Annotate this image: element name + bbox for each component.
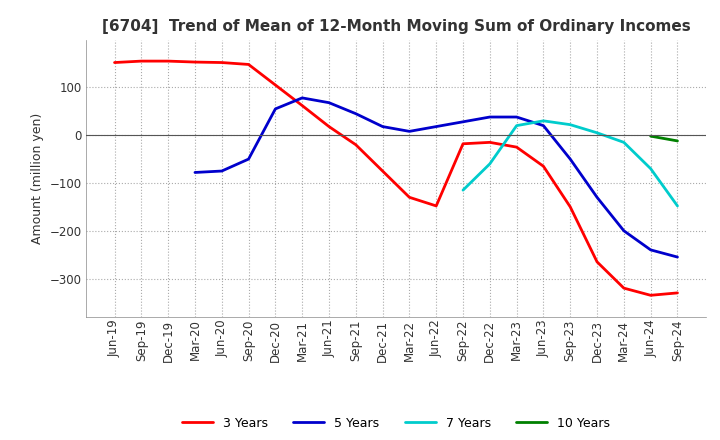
5 Years — [217, 169, 226, 174]
3 Years — [351, 142, 360, 147]
7 Years — [647, 166, 655, 171]
3 Years — [271, 82, 279, 88]
5 Years — [271, 106, 279, 111]
Line: 7 Years: 7 Years — [463, 121, 678, 206]
3 Years — [673, 290, 682, 296]
5 Years — [485, 114, 494, 120]
5 Years — [513, 114, 521, 120]
3 Years — [647, 293, 655, 298]
5 Years — [593, 194, 601, 200]
3 Years — [539, 164, 548, 169]
Title: [6704]  Trend of Mean of 12-Month Moving Sum of Ordinary Incomes: [6704] Trend of Mean of 12-Month Moving … — [102, 19, 690, 34]
Line: 10 Years: 10 Years — [651, 136, 678, 141]
5 Years — [191, 170, 199, 175]
7 Years — [593, 130, 601, 136]
7 Years — [459, 187, 467, 193]
5 Years — [673, 254, 682, 260]
3 Years — [405, 194, 414, 200]
Line: 3 Years: 3 Years — [114, 61, 678, 295]
3 Years — [485, 140, 494, 145]
7 Years — [566, 122, 575, 127]
5 Years — [647, 247, 655, 253]
5 Years — [405, 129, 414, 134]
7 Years — [513, 123, 521, 128]
Y-axis label: Amount (million yen): Amount (million yen) — [31, 113, 44, 244]
5 Years — [351, 111, 360, 116]
7 Years — [539, 118, 548, 124]
3 Years — [619, 286, 628, 291]
7 Years — [673, 203, 682, 209]
3 Years — [110, 60, 119, 65]
5 Years — [459, 119, 467, 125]
3 Years — [164, 59, 173, 64]
3 Years — [378, 169, 387, 174]
3 Years — [298, 103, 307, 108]
7 Years — [619, 140, 628, 145]
Line: 5 Years: 5 Years — [195, 98, 678, 257]
5 Years — [325, 100, 333, 105]
7 Years — [485, 161, 494, 166]
3 Years — [325, 124, 333, 129]
5 Years — [619, 228, 628, 233]
5 Years — [566, 157, 575, 162]
5 Years — [539, 123, 548, 128]
10 Years — [647, 133, 655, 139]
10 Years — [673, 138, 682, 143]
5 Years — [298, 95, 307, 101]
3 Years — [432, 203, 441, 209]
3 Years — [566, 204, 575, 209]
3 Years — [137, 59, 145, 64]
5 Years — [432, 124, 441, 129]
3 Years — [513, 144, 521, 150]
Legend: 3 Years, 5 Years, 7 Years, 10 Years: 3 Years, 5 Years, 7 Years, 10 Years — [177, 412, 615, 435]
3 Years — [217, 60, 226, 65]
3 Years — [593, 259, 601, 264]
3 Years — [244, 62, 253, 67]
5 Years — [378, 124, 387, 129]
3 Years — [191, 59, 199, 65]
3 Years — [459, 141, 467, 147]
5 Years — [244, 157, 253, 162]
